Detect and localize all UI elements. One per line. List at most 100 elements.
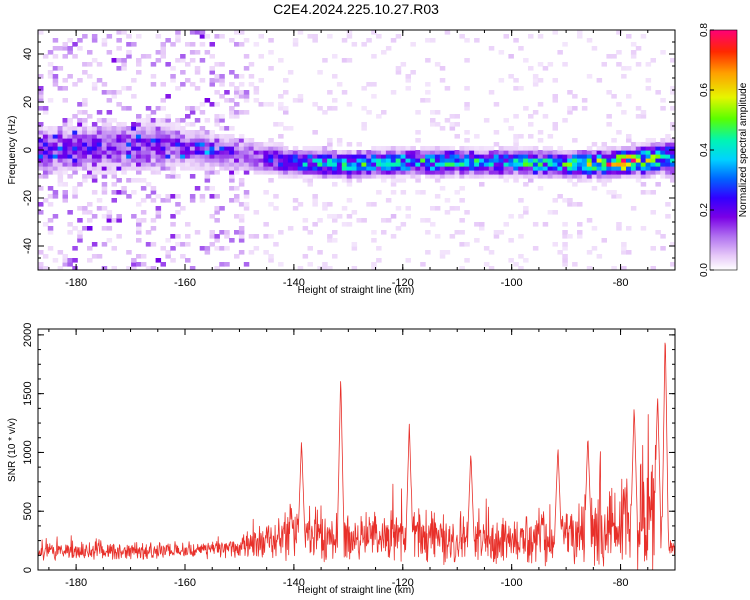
spectrogram-cell <box>219 230 225 235</box>
spectrogram-cell <box>243 90 250 95</box>
spectrogram-cell <box>155 142 162 147</box>
spectrogram-cell <box>361 150 367 155</box>
spectrogram-cell <box>140 150 147 155</box>
spectrogram-cell <box>528 162 534 167</box>
spectrogram-cell <box>126 130 132 135</box>
spectrogram-cell <box>430 118 436 123</box>
spectrogram-cell <box>194 134 201 139</box>
spectrogram-cell <box>38 98 44 103</box>
spectrogram-cell <box>140 186 147 191</box>
spectrogram-cell <box>136 122 142 127</box>
spectrogram-cell <box>234 254 240 259</box>
spectrogram-cell <box>278 106 284 111</box>
spectrogram-cell <box>67 146 73 151</box>
spectrogram-cell <box>351 174 358 179</box>
spectrogram-cell <box>591 46 598 51</box>
spectrogram-cell <box>204 34 211 39</box>
spectrogram-cell <box>101 186 108 191</box>
spectrogram-cell <box>185 42 191 47</box>
spectrogram-cell <box>606 174 612 179</box>
spectrogram-cell <box>591 162 598 167</box>
spectrogram-cell <box>150 150 157 155</box>
spectrogram-cell <box>547 62 554 67</box>
spectrogram-cell <box>390 190 397 195</box>
spectrogram-cell <box>498 170 505 175</box>
spectrogram-cell <box>224 246 230 251</box>
spectrogram-cell <box>47 186 54 191</box>
spectrogram-cell <box>263 102 269 107</box>
spectrogram-cell <box>87 226 93 231</box>
spectrogram-cell <box>101 166 108 171</box>
spectrogram-cell <box>189 110 196 115</box>
spectrogram-cell <box>611 158 617 163</box>
spectrogram-cell <box>52 154 59 159</box>
spectrogram-cell <box>238 42 245 47</box>
spectrogram-cell <box>87 170 93 175</box>
spectrogram-cell <box>38 186 44 191</box>
spectrogram-cell <box>96 170 103 175</box>
spectrogram-cell <box>537 138 544 143</box>
spectrogram-cell <box>493 142 500 147</box>
spectrogram-cell <box>444 154 451 159</box>
spectrogram-cell <box>96 162 103 167</box>
spectrogram-cell <box>204 170 211 175</box>
spectrogram-cell <box>150 266 157 270</box>
spectrogram-cell <box>513 146 519 151</box>
spectrogram-cell <box>307 34 313 39</box>
spectrogram-cell <box>273 206 279 211</box>
spectrogram-cell <box>194 230 201 235</box>
spectrogram-cell <box>513 178 519 183</box>
spectrogram-cell <box>302 174 309 179</box>
spectrogram-cell <box>101 154 108 159</box>
spectrogram-cell <box>67 166 73 171</box>
spectrogram-cell <box>483 154 490 159</box>
spectrogram-cell <box>670 174 675 179</box>
spectrogram-cell <box>145 138 152 143</box>
spectrogram-cell <box>581 174 588 179</box>
spectrogram-cell <box>77 234 83 239</box>
spectrogram-cell <box>444 146 451 151</box>
spectrogram-cell <box>405 146 411 151</box>
spectrogram-cell <box>322 170 328 175</box>
spectrogram-cell <box>630 162 637 167</box>
spectrogram-cell <box>346 214 353 219</box>
colorbar-ticks: 0.00.20.40.60.8 <box>699 23 714 277</box>
spectrogram-cell <box>136 142 142 147</box>
spectrogram-cell <box>464 86 470 91</box>
spectrogram-cell <box>131 162 137 167</box>
spectrogram-cell <box>214 78 220 83</box>
spectrogram-cell <box>253 98 260 103</box>
spectrogram-cell <box>82 130 88 135</box>
spectrogram-cell <box>385 150 392 155</box>
spectrogram-cell <box>189 150 196 155</box>
spectrogram-cell <box>131 146 137 151</box>
spectrogram-cell <box>253 154 260 159</box>
spectrogram-cell <box>665 162 671 167</box>
spectrogram-cell <box>523 58 529 63</box>
spectrogram-cell <box>532 170 539 175</box>
spectrogram-cell <box>209 66 215 71</box>
spectrogram-cell <box>581 98 588 103</box>
spectrogram-cell <box>52 214 59 219</box>
spectrogram-cell <box>121 130 127 135</box>
spectrogram-cell <box>665 174 671 179</box>
spectrogram-cell <box>542 114 549 119</box>
spectrogram-cell <box>312 166 318 171</box>
spectrogram-cell <box>87 126 93 131</box>
spectrogram-cell <box>542 150 549 155</box>
spectrogram-cell <box>322 166 328 171</box>
spectrogram-cell <box>238 158 245 163</box>
spectrogram-cell <box>366 82 372 87</box>
spectrogram-cell <box>327 234 333 239</box>
spectrogram-cell <box>199 138 206 143</box>
spectrogram-cell <box>180 242 186 247</box>
spectrogram-cell <box>312 198 318 203</box>
spectrogram-cell <box>116 130 122 135</box>
spectrogram-cell <box>557 146 563 151</box>
spectrogram-cell <box>126 158 132 163</box>
spectrogram-cell <box>640 190 647 195</box>
spectrogram-cell <box>180 82 186 87</box>
spectrogram-cell <box>82 162 88 167</box>
spectrogram-cell <box>454 150 460 155</box>
spectrogram-cell <box>415 170 421 175</box>
